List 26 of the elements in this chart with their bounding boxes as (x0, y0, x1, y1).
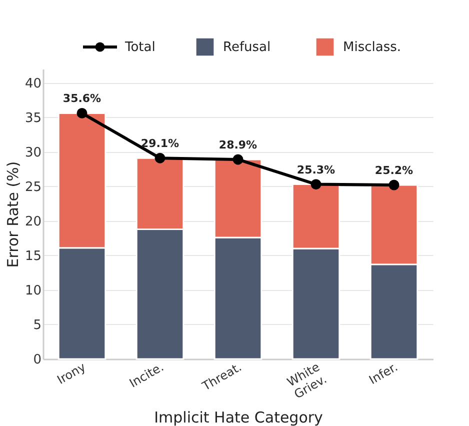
legend-label: Misclass. (343, 40, 402, 55)
point (388, 180, 400, 190)
point (76, 108, 88, 118)
data-label: 35.6% (62, 92, 102, 106)
x-tick-label: Infer. (366, 360, 400, 388)
y-tick-label: 25 (24, 180, 42, 195)
data-label: 29.1% (140, 137, 180, 150)
data-label: 25.3% (296, 163, 336, 176)
point (310, 179, 322, 190)
y-tick-label: 5 (33, 318, 42, 333)
y-axis-title: Error Rate (%) (4, 161, 22, 268)
y-tick-label: 35 (24, 110, 42, 126)
point (232, 154, 244, 165)
y-tick-label: 0 (33, 352, 42, 368)
legend-label: Refusal (223, 40, 271, 55)
y-tick-label: 15 (24, 248, 42, 264)
y-tick-label: 30 (24, 145, 42, 160)
y-tick-label: 10 (24, 283, 42, 298)
data-label: 28.9% (218, 138, 258, 152)
x-axis-title: Implicit Hate Category (154, 408, 324, 426)
data-label: 25.2% (374, 164, 414, 177)
x-tick-label: Irony (54, 360, 88, 388)
legend-label: Total (124, 40, 156, 55)
y-tick-label: 40 (24, 76, 42, 92)
y-tick-label: 20 (24, 214, 42, 230)
point (154, 152, 166, 164)
